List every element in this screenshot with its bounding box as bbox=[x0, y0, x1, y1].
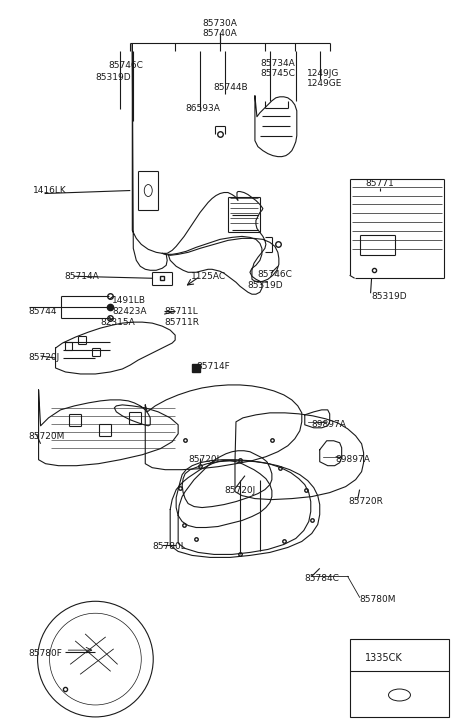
Text: 85744B: 85744B bbox=[213, 83, 247, 92]
Text: 85780L: 85780L bbox=[152, 542, 185, 552]
Text: 82423A: 82423A bbox=[112, 308, 146, 316]
Text: 85740A: 85740A bbox=[202, 29, 237, 38]
Text: 85711R: 85711R bbox=[164, 318, 199, 327]
Text: 89897A: 89897A bbox=[335, 454, 370, 464]
Text: 85745C: 85745C bbox=[259, 69, 294, 78]
Text: 1491LB: 1491LB bbox=[112, 296, 146, 305]
Text: 86593A: 86593A bbox=[185, 104, 219, 113]
Text: 85780M: 85780M bbox=[359, 595, 395, 604]
Text: 85714F: 85714F bbox=[196, 362, 230, 371]
Text: 1125AC: 1125AC bbox=[190, 273, 226, 281]
Text: 1335CK: 1335CK bbox=[364, 653, 402, 663]
Text: 1416LK: 1416LK bbox=[33, 185, 66, 195]
Text: 85744: 85744 bbox=[28, 308, 57, 316]
Text: 85780F: 85780F bbox=[28, 649, 62, 658]
Text: 85746C: 85746C bbox=[108, 61, 143, 70]
Text: 85714A: 85714A bbox=[64, 273, 99, 281]
Text: 85720J: 85720J bbox=[28, 353, 60, 362]
Text: 85319D: 85319D bbox=[371, 292, 406, 301]
Text: 85746C: 85746C bbox=[257, 270, 291, 279]
Text: 1249JG: 1249JG bbox=[306, 69, 338, 78]
Text: 85734A: 85734A bbox=[259, 59, 294, 68]
Text: 82315A: 82315A bbox=[100, 318, 135, 327]
Text: 85319D: 85319D bbox=[95, 73, 131, 82]
Text: 85720J: 85720J bbox=[224, 486, 255, 494]
Text: 85319D: 85319D bbox=[246, 281, 282, 290]
Text: 85720R: 85720R bbox=[348, 497, 383, 505]
Text: 85730A: 85730A bbox=[202, 19, 237, 28]
Text: 85784C: 85784C bbox=[304, 574, 339, 583]
Text: 1249GE: 1249GE bbox=[306, 79, 341, 88]
Text: 85720M: 85720M bbox=[28, 432, 65, 441]
Text: 85771: 85771 bbox=[365, 179, 393, 188]
Text: 85711L: 85711L bbox=[164, 308, 197, 316]
Text: 85720L: 85720L bbox=[188, 454, 221, 464]
Bar bbox=[349, 639, 448, 717]
Text: 89897A: 89897A bbox=[311, 419, 346, 429]
